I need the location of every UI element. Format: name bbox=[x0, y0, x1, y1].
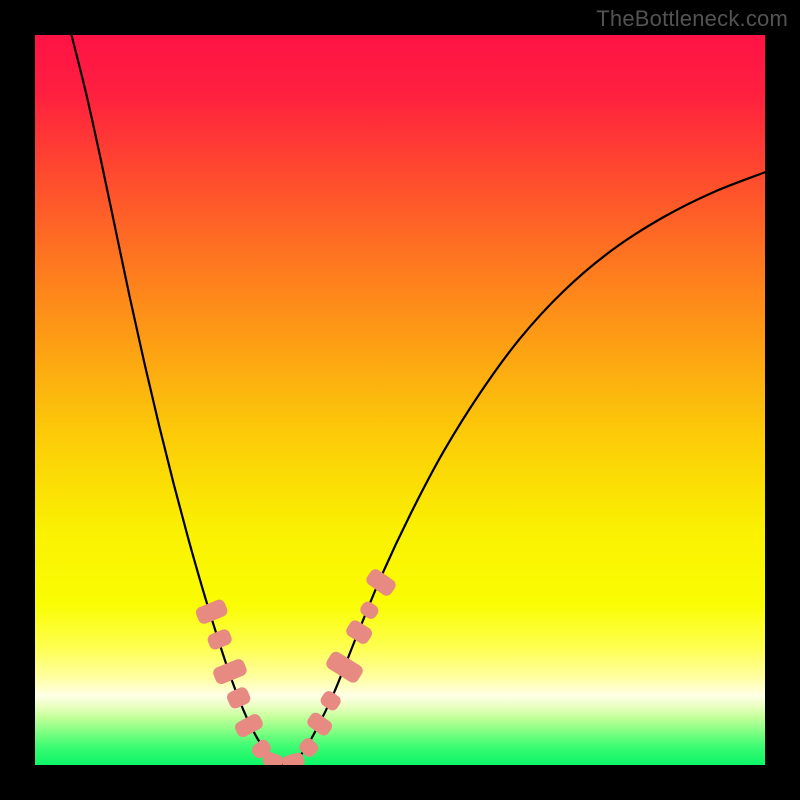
curve-marker bbox=[344, 618, 374, 646]
curve-marker bbox=[358, 599, 381, 621]
curve-marker bbox=[233, 712, 265, 739]
curve-marker bbox=[225, 685, 252, 710]
curve-marker bbox=[324, 649, 365, 684]
curve-marker bbox=[206, 628, 234, 652]
curve-layer bbox=[35, 35, 765, 765]
curve-marker bbox=[211, 657, 248, 686]
curve-marker bbox=[318, 689, 343, 713]
curve-marker bbox=[305, 710, 335, 738]
curve-marker bbox=[364, 567, 398, 598]
marker-group bbox=[194, 567, 398, 765]
plot-area bbox=[35, 35, 765, 765]
watermark-text: TheBottleneck.com bbox=[596, 6, 788, 32]
figure-container: TheBottleneck.com bbox=[0, 0, 800, 800]
v-curve bbox=[72, 35, 766, 765]
